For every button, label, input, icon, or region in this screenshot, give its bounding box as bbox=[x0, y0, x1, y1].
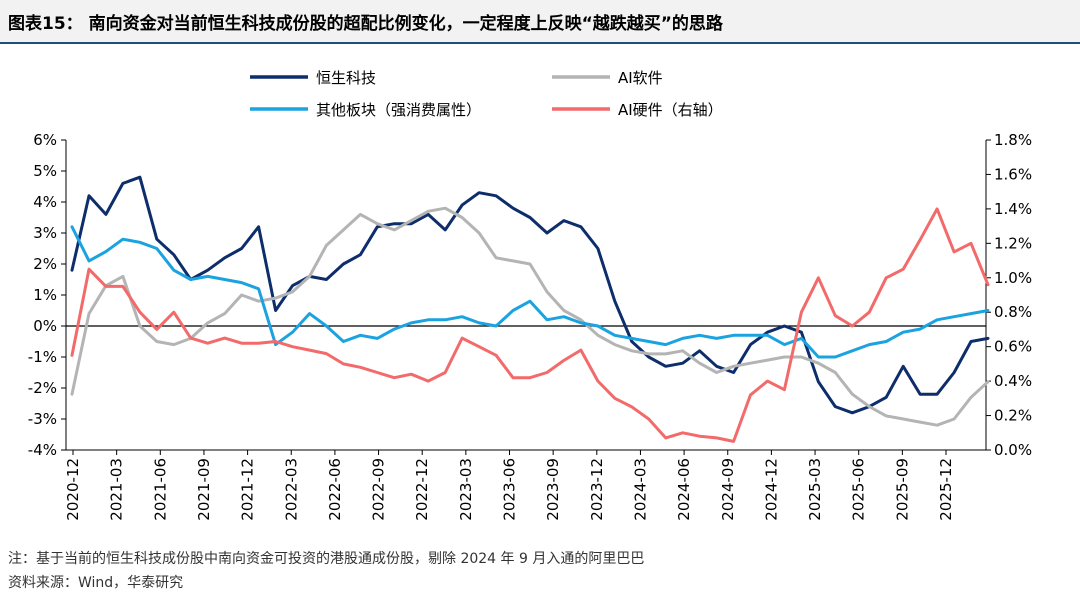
x-tick-label: 2024-12 bbox=[762, 458, 780, 521]
footnote: 注：基于当前的恒生科技成份股中南向资金可投资的港股通成份股，剔除 2024 年 … bbox=[8, 551, 645, 567]
left-tick-label: 2% bbox=[33, 255, 57, 273]
right-tick-label: 0.2% bbox=[994, 407, 1032, 425]
source-note: 资料来源：Wind，华泰研究 bbox=[8, 575, 184, 591]
legend-label-3: AI硬件（右轴） bbox=[618, 101, 723, 119]
left-tick-label: -1% bbox=[28, 348, 57, 366]
x-tick-label: 2023-12 bbox=[588, 458, 606, 521]
x-tick-label: 2021-03 bbox=[108, 458, 126, 521]
x-tick-label: 2024-09 bbox=[719, 458, 737, 521]
chart-canvas: 6% 5% 4% 3% 2% 1% 0% -1% -2% -3% -4% 1.8% 1.6% 1.4% 1.… bbox=[28, 69, 1032, 521]
x-tick-label: 2022-12 bbox=[413, 458, 431, 521]
x-tick-label: 2025-12 bbox=[937, 458, 955, 521]
right-tick-label: 1.4% bbox=[994, 200, 1032, 218]
left-tick-label: 6% bbox=[33, 131, 57, 149]
legend-label-2: 其他板块（强消费属性） bbox=[316, 101, 481, 119]
left-tick-label: 3% bbox=[33, 224, 57, 242]
series-line-2 bbox=[70, 225, 990, 359]
right-tick-label: 0.8% bbox=[994, 303, 1032, 321]
legend-label-1: AI软件 bbox=[618, 69, 663, 87]
x-tick-label: 2022-06 bbox=[326, 458, 344, 521]
left-tick-label: -4% bbox=[28, 441, 57, 459]
x-tick-label: 2024-03 bbox=[631, 458, 649, 521]
series-line-0 bbox=[70, 175, 990, 415]
left-tick-label: 5% bbox=[33, 162, 57, 180]
x-tick-label: 2023-03 bbox=[457, 458, 475, 521]
x-tick-label: 2025-03 bbox=[806, 458, 824, 521]
legend-label-0: 恒生科技 bbox=[316, 69, 376, 87]
left-tick-label: -2% bbox=[28, 379, 57, 397]
x-tick-label: 2025-06 bbox=[850, 458, 868, 521]
x-tick-label: 2023-06 bbox=[501, 458, 519, 521]
right-tick-label: 0.4% bbox=[994, 372, 1032, 390]
right-tick-label: 0.6% bbox=[994, 338, 1032, 356]
series-line-3 bbox=[70, 207, 990, 443]
x-tick-label: 2021-06 bbox=[151, 458, 169, 521]
x-tick-label: 2021-09 bbox=[195, 458, 213, 521]
right-tick-label: 1.2% bbox=[994, 234, 1032, 252]
chart-title: 图表15： 南向资金对当前恒生科技成份股的超配比例变化，一定程度上反映“越跌越买… bbox=[8, 14, 723, 34]
right-tick-label: 1.6% bbox=[994, 165, 1032, 183]
x-tick-label: 2020-12 bbox=[64, 458, 82, 521]
x-tick-label: 2023-09 bbox=[544, 458, 562, 521]
x-tick-label: 2022-03 bbox=[282, 458, 300, 521]
right-tick-label: 0.0% bbox=[994, 441, 1032, 459]
right-tick-label: 1.0% bbox=[994, 269, 1032, 287]
right-tick-label: 1.8% bbox=[994, 131, 1032, 149]
x-tick-label: 2024-06 bbox=[675, 458, 693, 521]
left-tick-label: 0% bbox=[33, 317, 57, 335]
left-tick-label: 4% bbox=[33, 193, 57, 211]
x-tick-label: 2025-09 bbox=[893, 458, 911, 521]
x-tick-label: 2021-12 bbox=[239, 458, 257, 521]
left-tick-label: 1% bbox=[33, 286, 57, 304]
title-bar: 图表15： 南向资金对当前恒生科技成份股的超配比例变化，一定程度上反映“越跌越买… bbox=[0, 0, 1080, 44]
series-line-1 bbox=[70, 206, 990, 427]
left-tick-label: -3% bbox=[28, 410, 57, 428]
x-tick-label: 2022-09 bbox=[370, 458, 388, 521]
